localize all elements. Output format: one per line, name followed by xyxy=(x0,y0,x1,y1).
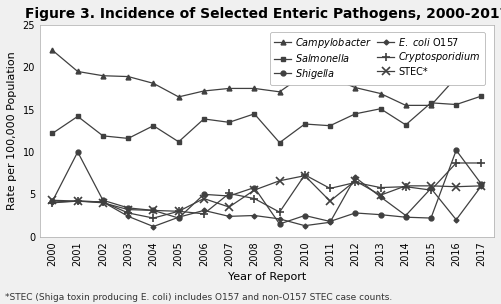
Y-axis label: Rate per 100,000 Population: Rate per 100,000 Population xyxy=(7,51,17,210)
Legend: $\mathit{Campylobacter}$, $\mathit{Salmonella}$, $\mathit{Shigella}$, $\mathit{E: $\mathit{Campylobacter}$, $\mathit{Salmo… xyxy=(270,32,484,85)
Title: Figure 3. Incidence of Selected Enteric Pathogens, 2000-2017: Figure 3. Incidence of Selected Enteric … xyxy=(25,7,501,21)
Text: *STEC (Shiga toxin producing E. coli) includes O157 and non-O157 STEC case count: *STEC (Shiga toxin producing E. coli) in… xyxy=(5,293,392,302)
X-axis label: Year of Report: Year of Report xyxy=(228,272,306,282)
